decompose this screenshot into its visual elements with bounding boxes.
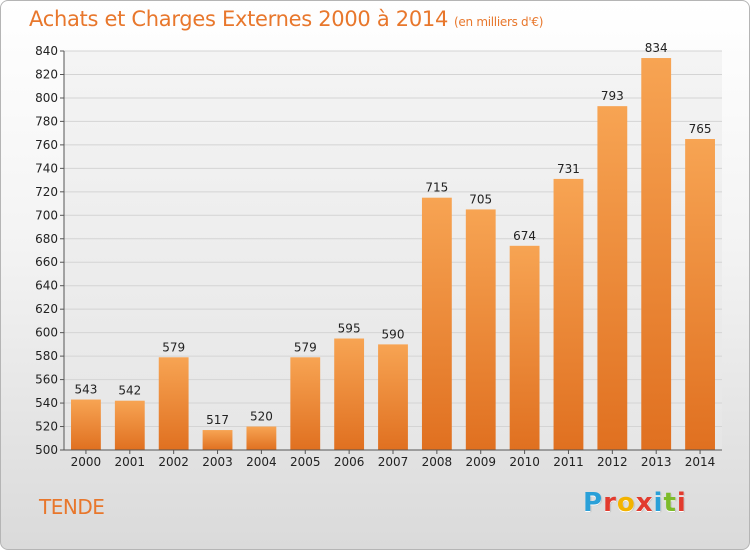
data-label: 731 [557, 162, 580, 176]
y-tick-label: 580 [35, 349, 58, 363]
data-label: 542 [118, 384, 141, 398]
x-axis: 2000 2001 2002 2003 2004 2005 2006 2007 2008 2009… [64, 449, 722, 469]
x-tick-label: 2013 [641, 455, 672, 469]
logo-letter: t [663, 488, 677, 518]
x-tick-label: 2008 [422, 455, 453, 469]
y-tick-label: 560 [35, 373, 58, 387]
bar-2013 [641, 58, 672, 451]
bar-2008 [421, 197, 452, 450]
x-tick-label: 2000 [71, 455, 102, 469]
bar-2002 [158, 357, 189, 450]
data-label: 674 [513, 229, 536, 243]
bar-2010 [509, 245, 540, 450]
x-tick-label: 2004 [246, 455, 277, 469]
y-tick-label: 700 [35, 208, 58, 222]
data-label: 765 [689, 122, 712, 136]
x-tick-label: 2014 [685, 455, 716, 469]
logo-letter: P [583, 488, 604, 518]
bar-2011 [553, 178, 584, 450]
x-tick-label: 2006 [334, 455, 365, 469]
data-label: 793 [601, 89, 624, 103]
data-label: 543 [74, 383, 97, 397]
y-axis: 500 520 540 560 580 600 620 640 660 680 700 720 740 7… [35, 44, 65, 457]
y-tick-label: 800 [35, 91, 58, 105]
logo-letter: o [616, 488, 636, 518]
y-tick-label: 680 [35, 232, 58, 246]
bar-2007 [378, 344, 408, 450]
data-label: 595 [338, 322, 361, 336]
bar-2014 [685, 139, 715, 450]
x-tick-label: 2005 [290, 455, 321, 469]
y-tick-label: 720 [35, 185, 58, 199]
y-tick-label: 820 [35, 67, 58, 81]
y-tick-label: 620 [35, 302, 58, 316]
y-tick-label: 500 [35, 443, 58, 457]
y-tick-label: 640 [35, 279, 58, 293]
place-name: TENDE [39, 495, 105, 519]
chart-unit: (en milliers d'€) [454, 15, 544, 29]
data-label: 579 [294, 340, 317, 354]
data-label: 834 [645, 41, 668, 55]
logo-letter: i [676, 488, 687, 518]
bar-2003 [202, 430, 233, 450]
x-tick-label: 2009 [465, 455, 496, 469]
data-label: 715 [425, 181, 448, 195]
data-label: 590 [382, 327, 405, 341]
bar-2009 [465, 209, 496, 450]
x-tick-label: 2002 [158, 455, 189, 469]
bars: 543 542 579 517 520 579 595 590 715 705 674 731 793 8… [71, 41, 715, 451]
x-tick-label: 2012 [597, 455, 628, 469]
x-tick-label: 2001 [115, 455, 146, 469]
x-tick-label: 2003 [202, 455, 233, 469]
y-tick-label: 780 [35, 114, 58, 128]
x-tick-label: 2011 [553, 455, 584, 469]
x-tick-label: 2007 [378, 455, 409, 469]
bar-2005 [290, 357, 321, 450]
bar-2000 [71, 399, 101, 450]
y-tick-label: 600 [35, 326, 58, 340]
y-tick-label: 840 [35, 44, 58, 58]
y-tick-label: 540 [35, 396, 58, 410]
bar-2004 [246, 426, 277, 450]
y-tick-label: 520 [35, 420, 58, 434]
bar-2001 [114, 400, 145, 450]
chart-title-text: Achats et Charges Externes 2000 à 2014 [29, 7, 449, 31]
logo-letter: x [635, 488, 654, 518]
y-tick-label: 660 [35, 255, 58, 269]
data-label: 517 [206, 413, 229, 427]
y-tick-label: 740 [35, 161, 58, 175]
logo-letter: i [653, 488, 664, 518]
data-label: 579 [162, 340, 185, 354]
x-tick-label: 2010 [509, 455, 540, 469]
bar-2006 [334, 338, 365, 450]
proxiti-logo: Proxiti [583, 488, 687, 518]
data-label: 520 [250, 410, 273, 424]
logo-letter: r [603, 488, 617, 518]
data-label: 705 [469, 192, 492, 206]
bar-2012 [597, 106, 628, 450]
chart-title: Achats et Charges Externes 2000 à 2014 (e… [29, 7, 543, 31]
y-tick-label: 760 [35, 138, 58, 152]
